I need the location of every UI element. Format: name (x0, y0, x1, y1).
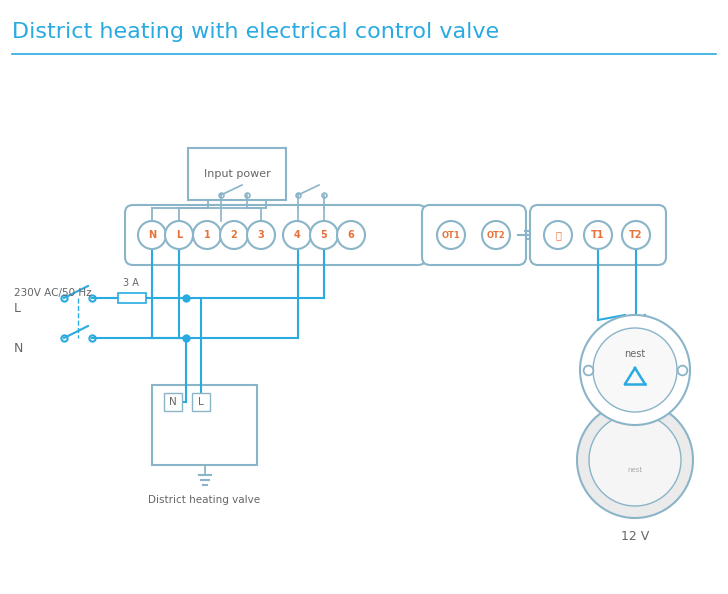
Text: 2: 2 (231, 230, 237, 240)
Circle shape (138, 221, 166, 249)
FancyBboxPatch shape (125, 205, 426, 265)
Bar (188, 148, 286, 200)
Text: 5: 5 (320, 230, 328, 240)
Circle shape (577, 402, 693, 518)
Circle shape (220, 221, 248, 249)
Circle shape (193, 221, 221, 249)
Circle shape (165, 221, 193, 249)
Circle shape (337, 221, 365, 249)
Circle shape (437, 221, 465, 249)
Bar (192, 393, 210, 411)
Text: T2: T2 (629, 230, 643, 240)
Circle shape (589, 414, 681, 506)
Text: 3: 3 (258, 230, 264, 240)
FancyBboxPatch shape (530, 205, 666, 265)
Text: 1: 1 (204, 230, 210, 240)
Circle shape (580, 315, 690, 425)
Text: L: L (176, 230, 182, 240)
Text: nest: nest (625, 349, 646, 359)
FancyBboxPatch shape (422, 205, 526, 265)
Circle shape (544, 221, 572, 249)
Bar (164, 393, 182, 411)
Text: T1: T1 (591, 230, 605, 240)
Text: L: L (198, 397, 204, 407)
Text: OT2: OT2 (486, 230, 505, 239)
Circle shape (247, 221, 275, 249)
Bar (118, 293, 146, 303)
Text: 3 A: 3 A (123, 278, 139, 288)
Text: N: N (169, 397, 177, 407)
Text: 230V AC/50 Hz: 230V AC/50 Hz (14, 288, 92, 298)
Circle shape (622, 221, 650, 249)
Text: nest: nest (628, 467, 643, 473)
Text: 4: 4 (293, 230, 301, 240)
Text: L: L (14, 302, 21, 315)
Circle shape (310, 221, 338, 249)
Text: N: N (14, 342, 23, 355)
Bar (152, 385, 257, 465)
Text: 6: 6 (348, 230, 355, 240)
Text: Input power: Input power (204, 169, 270, 179)
Text: 12 V: 12 V (621, 530, 649, 543)
Text: OT1: OT1 (442, 230, 460, 239)
Circle shape (593, 328, 677, 412)
Text: N: N (148, 230, 156, 240)
Text: District heating valve: District heating valve (149, 495, 261, 505)
Text: ⏚: ⏚ (555, 230, 561, 240)
Circle shape (482, 221, 510, 249)
Circle shape (584, 221, 612, 249)
Circle shape (283, 221, 311, 249)
Text: District heating with electrical control valve: District heating with electrical control… (12, 22, 499, 42)
